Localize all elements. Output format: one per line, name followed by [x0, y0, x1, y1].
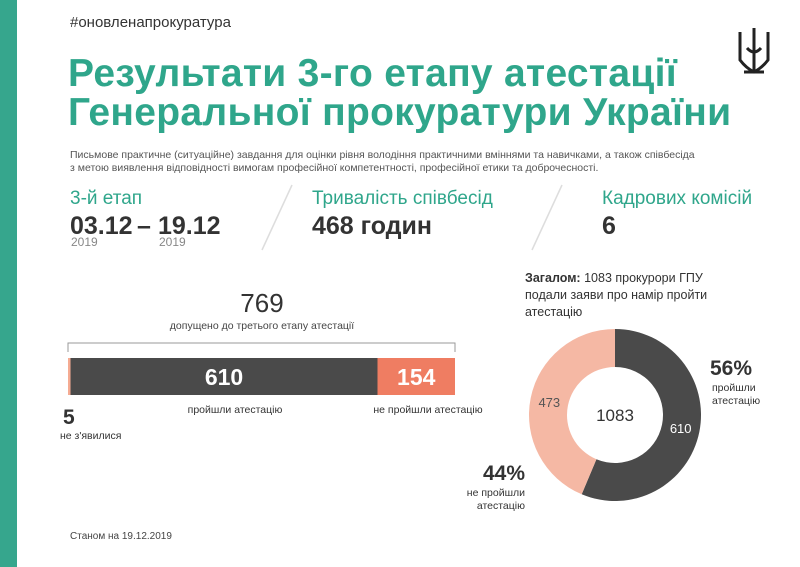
- trident-emblem: [738, 28, 770, 74]
- divider: [261, 184, 293, 251]
- stat-dash: –: [137, 212, 151, 240]
- donut-label: пройшли: [712, 382, 756, 394]
- donut-value: 610: [670, 421, 692, 436]
- bar-total-label: допущено до третього етапу атестації: [170, 320, 354, 332]
- bar-label: не з'явилися: [60, 430, 121, 442]
- stat-date: 19.12: [158, 212, 221, 240]
- description-line: з метою виявлення відповідності вимогам …: [70, 162, 599, 174]
- bar-total: 769: [240, 288, 283, 318]
- side-stripe: [0, 0, 17, 567]
- donut-value: 473: [538, 395, 560, 410]
- title-line: Результати 3-го етапу атестації: [68, 52, 677, 95]
- stat-value: 468 годин: [312, 212, 433, 240]
- summary-text: 1083 прокурори ГПУ подали заяви про намі…: [525, 271, 708, 319]
- donut-label: атестацію: [712, 395, 760, 407]
- stat-date: 03.12: [70, 212, 133, 240]
- bar-label: пройшли атестацію: [188, 404, 283, 416]
- stat-year: 2019: [71, 235, 98, 249]
- bar-value: 154: [397, 364, 436, 390]
- stat-label: Тривалість співбесід: [312, 188, 493, 209]
- divider: [531, 184, 563, 251]
- bar-value: 5: [63, 406, 75, 429]
- summary-bold: Загалом:: [525, 271, 581, 285]
- description-line: Письмове практичне (ситуаційне) завдання…: [70, 149, 695, 161]
- donut-percent: 44%: [483, 462, 525, 485]
- donut-label: не пройшли: [467, 487, 525, 499]
- bar-segment: [70, 358, 378, 395]
- stat-year: 2019: [159, 235, 186, 249]
- donut-percent: 56%: [710, 357, 752, 380]
- stat-value: 6: [602, 212, 616, 240]
- title-line: Генеральної прокуратури України: [68, 91, 732, 134]
- bracket: [67, 342, 456, 352]
- summary: Загалом: 1083 прокурори ГПУ подали заяви…: [525, 270, 740, 321]
- bar-label: не пройшли атестацію: [373, 404, 482, 416]
- bar-segment: [68, 358, 71, 395]
- donut-segment: [528, 328, 615, 495]
- donut-label: атестацію: [477, 500, 525, 512]
- footer: Станом на 19.12.2019: [70, 531, 172, 542]
- hashtag: #оновленапрокуратура: [70, 14, 231, 31]
- donut-total: 1083: [596, 406, 634, 425]
- donut-segment: [581, 329, 701, 501]
- bar-segment: [377, 358, 455, 395]
- stat-label: Кадрових комісій: [602, 188, 753, 209]
- stat-label: 3-й етап: [70, 188, 143, 209]
- bar-value: 610: [205, 364, 243, 390]
